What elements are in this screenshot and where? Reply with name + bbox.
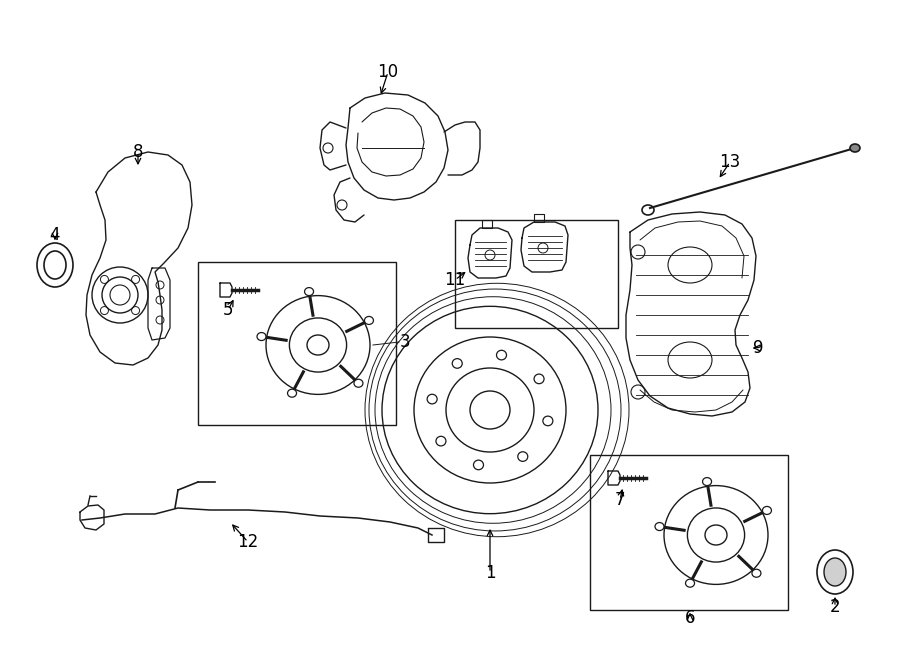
Text: 8: 8 xyxy=(133,143,143,161)
Ellipse shape xyxy=(354,379,363,387)
Text: 1: 1 xyxy=(485,564,495,582)
Ellipse shape xyxy=(304,288,313,295)
Text: 10: 10 xyxy=(377,63,399,81)
Ellipse shape xyxy=(850,144,860,152)
Text: 7: 7 xyxy=(615,491,626,509)
Ellipse shape xyxy=(703,478,712,486)
Text: 12: 12 xyxy=(238,533,258,551)
Text: 3: 3 xyxy=(400,333,410,351)
Ellipse shape xyxy=(824,558,846,586)
Text: 4: 4 xyxy=(50,226,60,244)
Text: 5: 5 xyxy=(223,301,233,319)
Ellipse shape xyxy=(752,569,760,577)
Text: 13: 13 xyxy=(719,153,741,171)
Ellipse shape xyxy=(287,389,296,397)
Text: 6: 6 xyxy=(685,609,695,627)
Ellipse shape xyxy=(655,523,664,531)
Ellipse shape xyxy=(762,506,771,514)
Bar xyxy=(198,262,396,425)
Bar xyxy=(455,220,618,328)
Ellipse shape xyxy=(364,317,373,325)
Text: 2: 2 xyxy=(830,598,841,616)
Ellipse shape xyxy=(686,579,695,587)
Ellipse shape xyxy=(257,332,266,340)
Text: 11: 11 xyxy=(445,271,465,289)
Text: 9: 9 xyxy=(752,339,763,357)
Bar xyxy=(590,455,788,610)
